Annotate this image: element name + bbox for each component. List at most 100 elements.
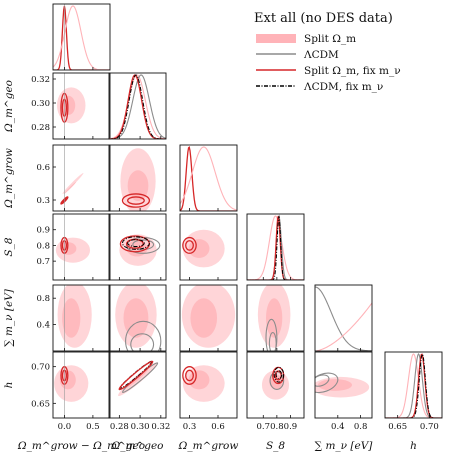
ytick-label: 0.6 xyxy=(36,163,50,173)
xtick-label: 0.6 xyxy=(211,422,225,432)
contour-lcdm_fix-68 xyxy=(275,370,283,380)
ytick-label: 0.8 xyxy=(36,241,50,251)
panel-frame xyxy=(246,284,305,352)
xlabel-Omgeo: Ω_m^geo xyxy=(111,440,164,452)
panel-frame xyxy=(246,351,305,419)
panel-mnu-vs-dOm: 0.4 0.8 xyxy=(36,284,111,352)
marginal-Omgeo-lcdm_fix xyxy=(109,74,166,139)
panel-S8-vs-Omgeo xyxy=(108,213,167,281)
panel-frame xyxy=(384,351,443,419)
contour-lcdm_fix-95 xyxy=(273,366,285,383)
contour-lcdm-95 xyxy=(125,320,162,351)
panel-content xyxy=(109,74,166,139)
panel-content xyxy=(53,4,110,70)
xtick-label: 0.65 xyxy=(388,422,407,432)
panel-content xyxy=(257,285,291,351)
ytick-label: 0.32 xyxy=(31,75,50,85)
panel-content xyxy=(180,145,237,211)
contour-split_fix-68 xyxy=(185,369,194,382)
xtick-label: 0.9 xyxy=(284,422,298,432)
xtick-label: 0.28 xyxy=(110,422,129,432)
marginal-mnu-split xyxy=(315,302,372,351)
contour-split-68 xyxy=(188,239,210,258)
marginal-h-lcdm_fix xyxy=(385,353,442,418)
panel-h-vs-h: 0.65 0.70 xyxy=(384,351,443,432)
panel-Omgrow-vs-Omgrow xyxy=(179,144,238,212)
panel-content xyxy=(118,360,159,397)
ylabel-Omgeo: Ω_m^geo xyxy=(3,80,15,133)
legend-label-split-fix: Split Ω_m, fix m_ν xyxy=(304,65,401,77)
marginal-h-split xyxy=(385,353,442,418)
contour-split_fix-95 xyxy=(182,236,197,254)
contour-lcdm-68 xyxy=(315,374,330,387)
panel-S8-vs-Omgrow xyxy=(179,213,238,281)
xtick-label: 0.0 xyxy=(58,422,72,432)
legend-label-split: Split Ω_m xyxy=(304,33,356,45)
contour-lcdm-68 xyxy=(268,331,277,351)
panel-S8-vs-S8 xyxy=(246,213,305,281)
contour-split-68 xyxy=(190,298,218,338)
panel-h-vs-dOm: 0.0 0.5 0.65 0.70 xyxy=(31,351,111,432)
contour-split_fix-95 xyxy=(182,366,197,385)
xlabel-mnu: ∑ m_ν [eV] xyxy=(315,440,374,452)
panel-mnu-vs-Omgrow xyxy=(179,284,238,352)
panel-content xyxy=(315,372,370,398)
contour-split_fix-68 xyxy=(127,196,145,205)
ytick-label: 0.8 xyxy=(36,294,50,304)
panel-mnu-vs-S8 xyxy=(246,284,305,352)
panel-mnu-vs-mnu xyxy=(314,284,373,352)
marginal-S8-split_fix xyxy=(247,215,304,280)
panel-Omgeo-vs-Omgeo xyxy=(108,72,167,140)
contour-split-68 xyxy=(266,298,283,338)
marginal-Omgeo-lcdm xyxy=(109,74,166,139)
xlabel-Omgrow: Ω_m^grow xyxy=(178,440,239,452)
xtick-label: 0.8 xyxy=(354,422,368,432)
panel-frame xyxy=(108,144,167,212)
panel-frame xyxy=(52,3,111,71)
ytick-label: 0.4 xyxy=(36,321,50,331)
xtick-label: 0.5 xyxy=(86,422,100,432)
panel-frame xyxy=(246,213,305,281)
panel-content xyxy=(55,214,91,280)
panel-frame xyxy=(108,351,167,419)
ytick-label: 0.3 xyxy=(36,196,50,206)
panel-frame xyxy=(108,213,167,281)
panel-frame xyxy=(108,72,167,140)
panel-frame xyxy=(179,144,238,212)
panel-content xyxy=(247,214,304,280)
panel-frame xyxy=(179,351,238,419)
panel-content xyxy=(115,285,162,351)
panel-content xyxy=(120,148,156,211)
contour-split_fix-95 xyxy=(118,360,154,391)
panel-content xyxy=(385,352,442,418)
xtick-label: 0.7 xyxy=(257,422,271,432)
ytick-label: 0.7 xyxy=(36,257,50,267)
legend: Ext all (no DES data) Split Ω_m ΛCDM Spl… xyxy=(254,11,401,93)
xlabel-dOm: Ω_m^grow − Ω_m^geo xyxy=(17,440,145,452)
marginal-h-lcdm xyxy=(385,352,442,418)
contour-lcdm_fix-68 xyxy=(127,239,145,248)
xtick-label: 0.32 xyxy=(151,422,170,432)
panel-frame xyxy=(108,284,167,352)
contour-lcdm-68 xyxy=(130,333,155,351)
panel-frame xyxy=(314,351,373,419)
contour-lcdm-95 xyxy=(265,318,278,351)
ytick-label: 0.30 xyxy=(31,99,50,109)
legend-label-lcdm: ΛCDM xyxy=(303,49,339,61)
panel-frame xyxy=(179,213,238,281)
marginal-h-split_fix xyxy=(385,353,442,418)
panel-frame xyxy=(52,213,111,281)
panel-Omgeo-vs-dOm: 0.28 0.30 0.32 xyxy=(31,72,111,140)
legend-swatch-split xyxy=(256,34,296,43)
ytick-label: 0.70 xyxy=(31,363,50,373)
panel-frame xyxy=(52,144,111,212)
xtick-label: 0.70 xyxy=(420,422,439,432)
legend-title: Ext all (no DES data) xyxy=(254,11,393,26)
contour-split-68 xyxy=(127,170,149,202)
contour-split_fix-68 xyxy=(185,240,194,251)
panel-h-vs-S8: 0.7 0.8 0.9 xyxy=(246,351,305,432)
contour-split-95 xyxy=(62,172,84,195)
panel-content xyxy=(181,285,236,348)
ytick-label: 0.9 xyxy=(36,226,50,236)
